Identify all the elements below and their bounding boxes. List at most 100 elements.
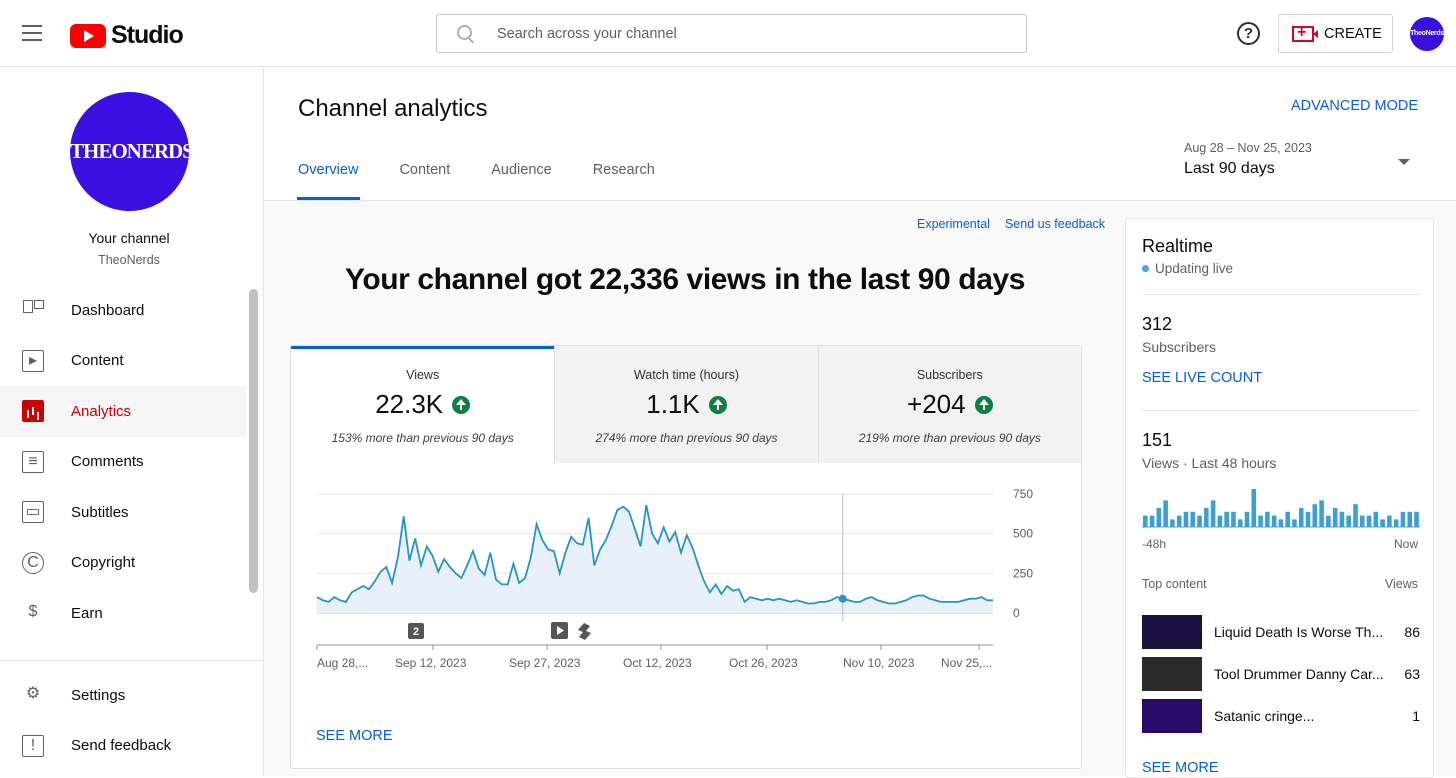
realtime-views: 151 [1142, 430, 1173, 450]
top-bar: Studio ? CREATE TheoNerds [0, 0, 1456, 67]
realtime-bar [1217, 515, 1223, 527]
feedback-icon: ! [22, 734, 44, 757]
sidebar-item-feedback[interactable]: ! Send feedback [0, 721, 263, 772]
top-content-row[interactable]: Tool Drummer Danny Car... 63 [1142, 657, 1420, 691]
realtime-see-more-link[interactable]: SEE MORE [1142, 760, 1219, 776]
create-button[interactable]: CREATE [1278, 14, 1393, 53]
menu-icon[interactable] [22, 25, 42, 41]
realtime-bar [1292, 519, 1297, 527]
tab-content[interactable]: Content [399, 162, 451, 178]
realtime-bar [1366, 515, 1372, 527]
sidebar-item-comments[interactable]: ≡ Comments [0, 437, 246, 488]
x-tick-label: Oct 12, 2023 [623, 656, 692, 670]
realtime-bar [1387, 515, 1392, 527]
metric-value: 1.1K [555, 389, 817, 420]
video-views: 63 [1404, 666, 1420, 682]
subscriber-label: Subscribers [1142, 339, 1216, 355]
sidebar-item-settings[interactable]: ⚙ Settings [0, 670, 263, 721]
divider [1142, 294, 1420, 295]
comments-icon: ≡ [22, 450, 44, 473]
video-views: 86 [1404, 624, 1420, 640]
top-content-row[interactable]: Liquid Death Is Worse Th... 86 [1142, 615, 1420, 649]
search-input[interactable] [497, 25, 997, 42]
metric-value-text: 22.3K [375, 389, 444, 419]
realtime-bar [1278, 519, 1284, 527]
sidebar-item-label: Subtitles [71, 503, 129, 521]
realtime-bar [1224, 511, 1229, 527]
search-box[interactable] [436, 14, 1027, 53]
experimental-link[interactable]: Experimental [917, 217, 990, 231]
axis-start: -48h [1142, 537, 1167, 551]
metric-tab-views[interactable]: Views 22.3K 153% more than previous 90 d… [291, 346, 555, 463]
send-feedback-link[interactable]: Send us feedback [1004, 217, 1106, 231]
video-title: Tool Drummer Danny Car... [1214, 666, 1384, 682]
date-range-picker[interactable]: Aug 28 – Nov 25, 2023 Last 90 days [1184, 141, 1420, 178]
realtime-bar [1176, 515, 1182, 527]
page-title: Channel analytics [298, 95, 488, 122]
help-icon[interactable]: ? [1237, 22, 1260, 45]
top-content-row[interactable]: Satanic cringe... 1 [1142, 699, 1420, 733]
sidebar-item-label: Content [71, 352, 124, 370]
metric-value: +204 [819, 389, 1081, 420]
sidebar-bottom: ⚙ Settings ! Send feedback [0, 660, 263, 771]
metric-tab-subscribers[interactable]: Subscribers +204 219% more than previous… [817, 346, 1081, 463]
sidebar-scrollbar[interactable] [249, 289, 258, 593]
logo-text: Studio [111, 21, 184, 49]
sidebar-item-label: Settings [71, 686, 126, 704]
metric-sub: 274% more than previous 90 days [595, 431, 778, 445]
see-more-link[interactable]: SEE MORE [316, 728, 393, 744]
sidebar-item-analytics[interactable]: Analytics [0, 386, 246, 437]
sidebar-item-label: Dashboard [71, 301, 145, 319]
analytics-icon [22, 400, 44, 423]
realtime-bar [1258, 515, 1263, 527]
sidebar-item-earn[interactable]: $ Earn [0, 588, 246, 639]
sidebar-item-content[interactable]: ▸ Content [0, 336, 246, 387]
views-column-label: Views [1384, 577, 1418, 591]
realtime-views-label: Views · Last 48 hours [1142, 455, 1277, 471]
your-channel-label: Your channel [88, 230, 170, 246]
realtime-bar [1149, 515, 1155, 527]
realtime-bar [1393, 519, 1399, 527]
tab-overview[interactable]: Overview [296, 162, 361, 200]
tab-research[interactable]: Research [592, 162, 655, 178]
tab-audience[interactable]: Audience [491, 162, 552, 178]
metric-value: 22.3K [291, 389, 554, 420]
y-tick-label: 0 [1013, 606, 1020, 620]
metric-tab-watch-time[interactable]: Watch time (hours) 1.1K 274% more than p… [554, 346, 818, 463]
video-title: Liquid Death Is Worse Th... [1214, 624, 1384, 640]
realtime-bar [1319, 500, 1324, 527]
realtime-bar [1204, 508, 1209, 527]
see-live-count-link[interactable]: SEE LIVE COUNT [1142, 370, 1263, 386]
arrow-up-icon [708, 395, 727, 414]
video-thumbnail [1142, 699, 1202, 733]
headline: Your channel got 22,336 views in the las… [344, 263, 1026, 296]
axis-end: Now [1393, 537, 1418, 551]
realtime-bar [1298, 508, 1304, 527]
realtime-bar [1183, 511, 1189, 527]
sidebar-item-copyright[interactable]: C Copyright [0, 538, 246, 589]
sidebar: THEONERDS Your channel TheoNerds Dashboa… [0, 67, 264, 776]
arrow-up-icon [452, 395, 471, 414]
realtime-bar [1190, 511, 1196, 527]
advanced-mode-link[interactable]: ADVANCED MODE [1290, 98, 1418, 114]
realtime-bar [1231, 511, 1236, 527]
event-marker [408, 623, 424, 639]
realtime-title: Realtime [1142, 236, 1214, 256]
account-avatar[interactable]: TheoNerds [1410, 17, 1444, 51]
realtime-bar [1156, 508, 1162, 527]
current-marker-dot [838, 594, 847, 603]
sidebar-item-label: Copyright [71, 554, 136, 572]
metric-value-text: 1.1K [646, 389, 700, 419]
realtime-bar [1244, 511, 1250, 527]
metric-name: Views [406, 368, 440, 382]
youtube-studio-logo[interactable]: Studio [70, 21, 184, 50]
sidebar-item-dashboard[interactable]: Dashboard [0, 285, 246, 336]
video-title: Satanic cringe... [1214, 708, 1315, 724]
metric-sub: 153% more than previous 90 days [331, 431, 514, 445]
play-icon [557, 626, 564, 635]
sidebar-item-subtitles[interactable]: ▭ Subtitles [0, 487, 246, 538]
subtitles-icon: ▭ [22, 501, 44, 524]
realtime-bar [1414, 511, 1419, 527]
x-tick-label: Oct 26, 2023 [729, 656, 798, 670]
channel-avatar[interactable]: THEONERDS [70, 92, 194, 211]
